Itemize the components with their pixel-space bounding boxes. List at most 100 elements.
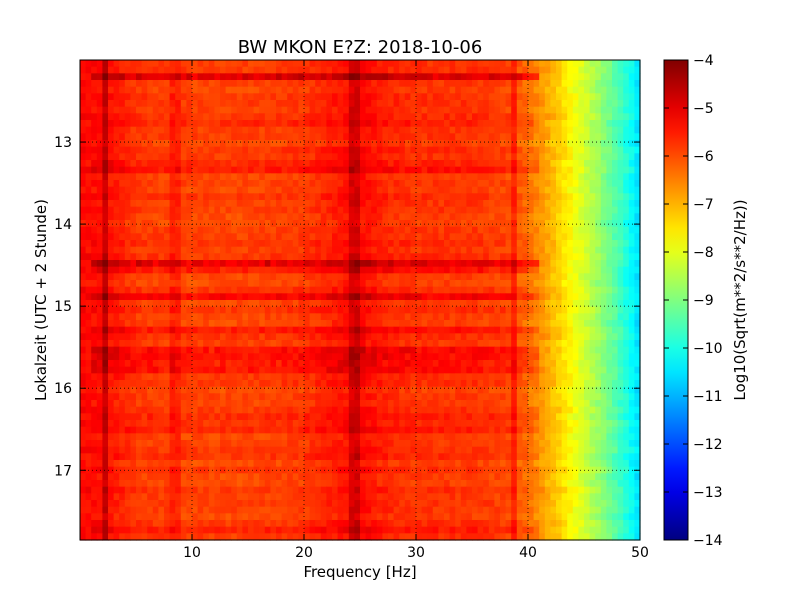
heatmap-cell bbox=[578, 113, 585, 121]
heatmap-cell bbox=[416, 386, 423, 394]
heatmap-cell bbox=[584, 106, 591, 114]
heatmap-cell bbox=[483, 300, 490, 308]
heatmap-cell bbox=[444, 380, 451, 388]
heatmap-cell bbox=[354, 86, 361, 94]
heatmap-cell bbox=[589, 226, 596, 234]
heatmap-cell bbox=[287, 160, 294, 168]
heatmap-cell bbox=[192, 293, 199, 301]
heatmap-cell bbox=[584, 293, 591, 301]
heatmap-cell bbox=[404, 273, 411, 281]
heatmap-cell bbox=[141, 386, 148, 394]
heatmap-cell bbox=[376, 373, 383, 381]
heatmap-cell bbox=[472, 193, 479, 201]
heatmap-cell bbox=[578, 240, 585, 248]
heatmap-cell bbox=[136, 180, 143, 188]
heatmap-cell bbox=[276, 346, 283, 354]
heatmap-cell bbox=[516, 193, 523, 201]
heatmap-cell bbox=[488, 373, 495, 381]
heatmap-cell bbox=[494, 353, 501, 361]
heatmap-cell bbox=[304, 286, 311, 294]
heatmap-cell bbox=[304, 346, 311, 354]
heatmap-cell bbox=[483, 233, 490, 241]
heatmap-cell bbox=[472, 326, 479, 334]
heatmap-cell bbox=[522, 300, 529, 308]
heatmap-cell bbox=[175, 326, 182, 334]
heatmap-cell bbox=[85, 266, 92, 274]
heatmap-cell bbox=[528, 220, 535, 228]
heatmap-cell bbox=[528, 126, 535, 134]
heatmap-cell bbox=[488, 380, 495, 388]
heatmap-cell bbox=[225, 106, 232, 114]
heatmap-cell bbox=[236, 326, 243, 334]
heatmap-cell bbox=[337, 373, 344, 381]
heatmap-cell bbox=[281, 220, 288, 228]
heatmap-cell bbox=[567, 200, 574, 208]
heatmap-cell bbox=[472, 366, 479, 374]
heatmap-cell bbox=[80, 146, 87, 154]
heatmap-cell bbox=[147, 120, 154, 128]
heatmap-cell bbox=[371, 146, 378, 154]
heatmap-cell bbox=[119, 333, 126, 341]
heatmap-cell bbox=[326, 333, 333, 341]
heatmap-cell bbox=[539, 293, 546, 301]
heatmap-cell bbox=[348, 386, 355, 394]
heatmap-cell bbox=[147, 166, 154, 174]
heatmap-cell bbox=[404, 366, 411, 374]
heatmap-cell bbox=[612, 353, 619, 361]
heatmap-cell bbox=[197, 160, 204, 168]
heatmap-cell bbox=[550, 206, 557, 214]
heatmap-cell bbox=[281, 206, 288, 214]
heatmap-cell bbox=[404, 166, 411, 174]
heatmap-cell bbox=[606, 313, 613, 321]
heatmap-cell bbox=[612, 300, 619, 308]
heatmap-cell bbox=[164, 380, 171, 388]
heatmap-cell bbox=[511, 133, 518, 141]
heatmap-cell bbox=[348, 253, 355, 261]
heatmap-cell bbox=[96, 260, 103, 268]
heatmap-cell bbox=[253, 86, 260, 94]
heatmap-cell bbox=[455, 166, 462, 174]
heatmap-cell bbox=[360, 133, 367, 141]
heatmap-cell bbox=[477, 220, 484, 228]
heatmap-cell bbox=[192, 320, 199, 328]
heatmap-cell bbox=[427, 106, 434, 114]
heatmap-cell bbox=[225, 346, 232, 354]
heatmap-cell bbox=[416, 206, 423, 214]
heatmap-cell bbox=[623, 240, 630, 248]
heatmap-cell bbox=[511, 286, 518, 294]
heatmap-cell bbox=[567, 120, 574, 128]
heatmap-cell bbox=[264, 286, 271, 294]
heatmap-cell bbox=[348, 126, 355, 134]
heatmap-cell bbox=[113, 100, 120, 108]
heatmap-cell bbox=[371, 200, 378, 208]
heatmap-cell bbox=[158, 126, 165, 134]
heatmap-cell bbox=[343, 233, 350, 241]
heatmap-cell bbox=[85, 113, 92, 121]
heatmap-cell bbox=[533, 366, 540, 374]
heatmap-cell bbox=[634, 113, 641, 121]
heatmap-cell bbox=[231, 180, 238, 188]
heatmap-cell bbox=[130, 266, 137, 274]
heatmap-cell bbox=[348, 293, 355, 301]
heatmap-cell bbox=[203, 306, 210, 314]
heatmap-cell bbox=[270, 273, 277, 281]
heatmap-cell bbox=[197, 193, 204, 201]
heatmap-cell bbox=[544, 160, 551, 168]
heatmap-cell bbox=[242, 300, 249, 308]
heatmap-cell bbox=[186, 160, 193, 168]
heatmap-cell bbox=[550, 106, 557, 114]
heatmap-cell bbox=[595, 326, 602, 334]
heatmap-cell bbox=[460, 266, 467, 274]
heatmap-cell bbox=[511, 200, 518, 208]
heatmap-cell bbox=[192, 166, 199, 174]
heatmap-cell bbox=[393, 180, 400, 188]
heatmap-cell bbox=[309, 133, 316, 141]
heatmap-cell bbox=[416, 346, 423, 354]
heatmap-cell bbox=[175, 200, 182, 208]
heatmap-cell bbox=[85, 80, 92, 88]
heatmap-cell bbox=[494, 153, 501, 161]
heatmap-cell bbox=[326, 273, 333, 281]
heatmap-cell bbox=[91, 273, 98, 281]
heatmap-cell bbox=[276, 333, 283, 341]
heatmap-cell bbox=[175, 113, 182, 121]
